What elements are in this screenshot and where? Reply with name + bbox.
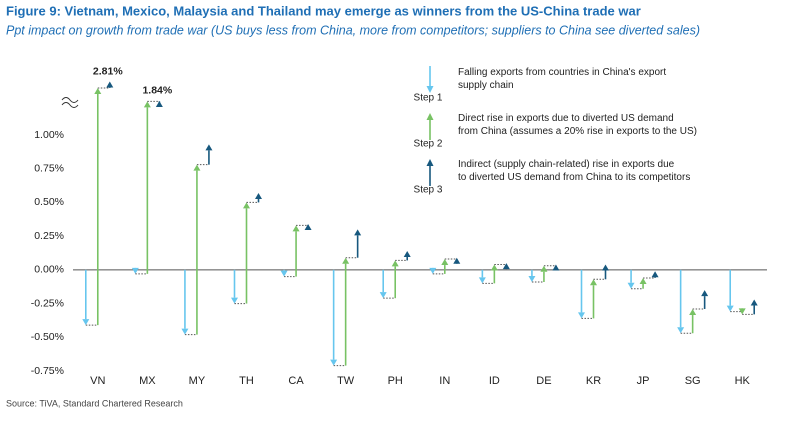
x-tick-label: MY xyxy=(189,375,206,387)
arrow-head xyxy=(379,292,387,299)
legend-text: Direct rise in exports due to diverted U… xyxy=(458,113,697,137)
arrow-head xyxy=(726,305,734,312)
legend-step: Step 3 xyxy=(414,185,443,196)
arrow-head xyxy=(441,259,449,266)
arrow-head xyxy=(502,263,510,270)
x-tick-label: ID xyxy=(489,375,500,387)
legend-head xyxy=(426,86,434,93)
x-tick-label: VN xyxy=(90,375,105,387)
axis-break xyxy=(61,97,79,108)
arrow-head xyxy=(131,267,139,274)
x-tick-label: JP xyxy=(637,375,650,387)
arrow-head xyxy=(231,297,238,304)
total-label: 1.84% xyxy=(142,85,172,97)
arrow-head xyxy=(255,192,262,199)
chart-title: Figure 9: Vietnam, Mexico, Malaysia and … xyxy=(6,3,641,18)
x-tick-label: DE xyxy=(536,375,551,387)
arrow-head xyxy=(292,225,300,232)
x-tick-label: SG xyxy=(685,375,701,387)
y-tick-label: 1.00% xyxy=(34,129,64,141)
x-tick-label: KR xyxy=(586,375,601,387)
arrow-head xyxy=(750,299,758,306)
arrow-head xyxy=(453,257,461,264)
arrow-head xyxy=(205,144,213,151)
arrow-head xyxy=(689,308,697,315)
arrow-head xyxy=(540,265,548,272)
arrow-head xyxy=(403,250,411,257)
arrow-head xyxy=(193,164,201,171)
arrow-head xyxy=(701,290,709,297)
arrow-head xyxy=(94,87,102,94)
arrow-head xyxy=(304,223,312,230)
total-label: 2.81% xyxy=(93,65,123,77)
legend-head xyxy=(426,113,434,120)
y-tick-label: -0.75% xyxy=(31,365,64,377)
legend-step: Step 2 xyxy=(414,139,443,150)
x-tick-label: PH xyxy=(388,375,403,387)
arrow-head xyxy=(280,270,288,277)
arrow-head xyxy=(330,359,338,366)
y-tick-label: -0.50% xyxy=(31,331,64,343)
arrow-head xyxy=(82,319,90,326)
arrow-head xyxy=(627,282,635,289)
arrow-head xyxy=(354,229,362,236)
x-tick-label: TW xyxy=(337,375,355,387)
arrow-head xyxy=(552,264,560,271)
arrow-head xyxy=(651,271,659,278)
arrow-head xyxy=(490,264,498,271)
y-tick-label: -0.25% xyxy=(31,297,64,309)
legend-head xyxy=(426,159,434,166)
arrow-head xyxy=(528,275,536,282)
y-tick-label: 0.25% xyxy=(34,230,64,242)
y-tick-label: 0.75% xyxy=(34,162,64,174)
arrow-head xyxy=(181,328,189,335)
arrow-head xyxy=(429,267,437,274)
x-tick-label: CA xyxy=(288,375,304,387)
chart-subtitle: Ppt impact on growth from trade war (US … xyxy=(6,23,700,37)
arrow-head xyxy=(478,277,486,284)
arrow-head xyxy=(342,257,350,264)
x-tick-label: MX xyxy=(139,375,156,387)
arrow-head xyxy=(243,202,250,209)
legend-text: Indirect (supply chain-related) rise in … xyxy=(458,159,690,183)
y-tick-label: 0.00% xyxy=(34,264,64,276)
legend-step: Step 1 xyxy=(414,93,443,104)
source: Source: TiVA, Standard Chartered Researc… xyxy=(6,398,183,408)
arrow-head xyxy=(602,264,609,271)
arrow-head xyxy=(106,81,114,88)
arrow-head xyxy=(155,100,163,107)
x-tick-label: HK xyxy=(735,375,751,387)
x-tick-label: IN xyxy=(439,375,450,387)
arrow-head xyxy=(578,312,585,319)
arrow-head xyxy=(590,279,597,286)
y-tick-label: 0.50% xyxy=(34,196,64,208)
legend-text: Falling exports from countries in China'… xyxy=(458,67,666,91)
arrow-head xyxy=(738,308,746,315)
arrow-head xyxy=(143,101,151,108)
x-tick-label: TH xyxy=(239,375,254,387)
arrow-head xyxy=(639,277,647,284)
arrow-head xyxy=(677,327,685,334)
arrow-head xyxy=(391,260,399,267)
